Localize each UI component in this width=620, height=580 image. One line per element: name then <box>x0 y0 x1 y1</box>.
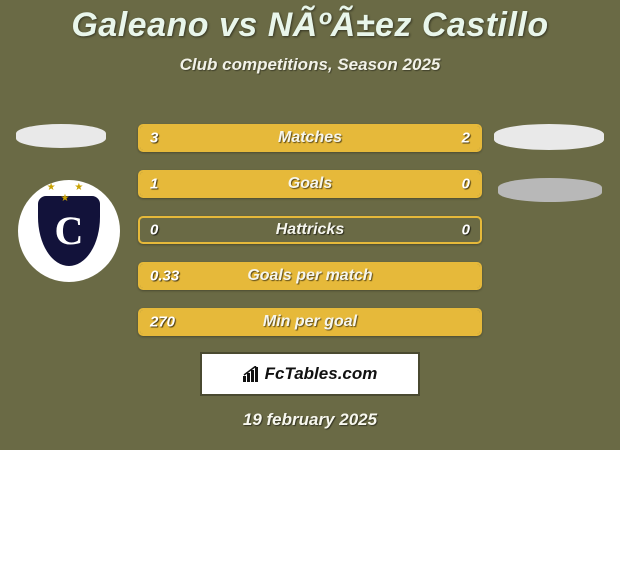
stat-label: Hattricks <box>140 221 480 239</box>
stat-row: 0.33Goals per match <box>138 262 482 290</box>
stat-value-right: 0 <box>462 222 470 239</box>
stat-bar-left <box>140 172 405 196</box>
stat-value-right: 2 <box>462 130 470 147</box>
date-label: 19 february 2025 <box>0 410 620 430</box>
subtitle: Club competitions, Season 2025 <box>0 55 620 75</box>
stat-row: 0 0Hattricks <box>138 216 482 244</box>
club-badge-left: ★ ★ ★ C <box>18 180 120 282</box>
club-shield: ★ ★ ★ C <box>38 196 100 266</box>
comparison-panel: Galeano vs NÃºÃ±ez Castillo Club competi… <box>0 0 620 450</box>
chart-icon <box>243 366 261 382</box>
stat-value-left: 0.33 <box>150 268 179 285</box>
club-stars: ★ ★ ★ <box>38 182 100 204</box>
stat-row: 10Goals <box>138 170 482 198</box>
player-left-avatar <box>16 124 106 148</box>
stat-row: 32Matches <box>138 124 482 152</box>
stat-value-left: 1 <box>150 176 158 193</box>
player-right-avatar <box>494 124 604 150</box>
stat-value-right: 0 <box>462 176 470 193</box>
stat-bar-left <box>140 264 480 288</box>
source-logo: FcTables.com <box>200 352 420 396</box>
stat-bar-left <box>140 126 344 150</box>
player-right-avatar-2 <box>498 178 602 202</box>
stat-row: 270Min per goal <box>138 308 482 336</box>
page-title: Galeano vs NÃºÃ±ez Castillo <box>0 0 620 45</box>
source-logo-text: FcTables.com <box>265 364 378 384</box>
stat-value-left: 270 <box>150 314 175 331</box>
stat-value-left: 0 <box>150 222 158 239</box>
stat-rows: 32Matches10Goals00Hattricks0.33Goals per… <box>138 124 482 354</box>
stat-bar-right <box>344 126 480 150</box>
stat-bar-left <box>140 310 480 334</box>
stat-value-left: 3 <box>150 130 158 147</box>
club-letter: C <box>55 211 84 251</box>
